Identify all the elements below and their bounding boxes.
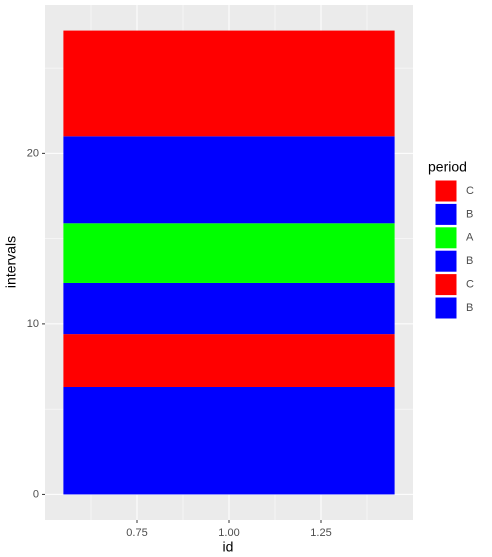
legend-label: C: [466, 185, 474, 197]
y-tick-label: 10: [27, 318, 39, 330]
legend-key: [434, 179, 458, 203]
legend-label: B: [466, 302, 473, 314]
bar-segment: [63, 282, 395, 335]
x-tick-label: 1.00: [218, 527, 239, 539]
x-tick-label: 1.25: [310, 527, 331, 539]
legend-key: [434, 296, 458, 320]
y-tick-label: 0: [33, 488, 39, 500]
legend-label: A: [466, 232, 474, 244]
legend-key: [434, 273, 458, 297]
bar-segment: [63, 30, 395, 137]
bar-segment: [63, 334, 395, 387]
y-tick-label: 20: [27, 147, 39, 159]
legend-key: [434, 226, 458, 250]
legend-label: B: [466, 208, 473, 220]
legend-key: [434, 249, 458, 273]
x-tick-label: 0.75: [126, 527, 147, 539]
legend-title: period: [428, 159, 467, 175]
legend-key: [434, 202, 458, 226]
legend-label: C: [466, 279, 474, 291]
bar-segment: [63, 223, 395, 283]
legend-label: B: [466, 255, 473, 267]
bar-segment: [63, 386, 395, 495]
x-axis-label: id: [223, 539, 234, 555]
bar-segment: [63, 136, 395, 224]
y-axis-label: intervals: [3, 236, 19, 288]
